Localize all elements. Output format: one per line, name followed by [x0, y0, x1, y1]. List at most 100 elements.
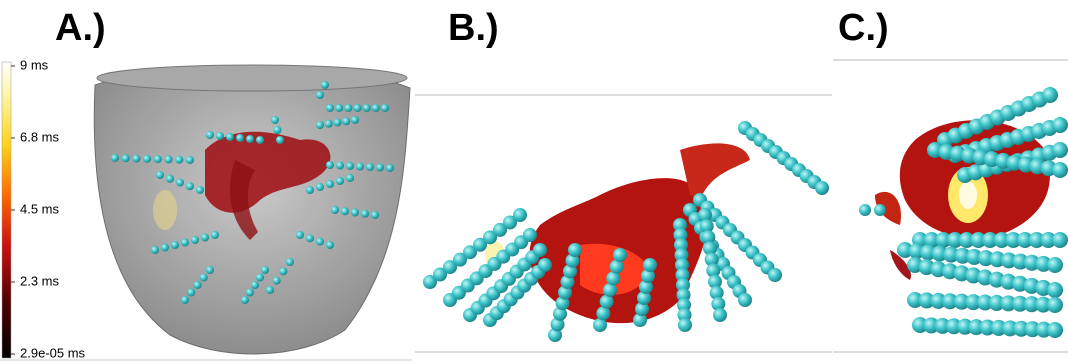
electrode: [201, 234, 209, 242]
colorbar-tick-label: 4.5 ms: [20, 201, 60, 216]
electrode: [279, 267, 287, 275]
electrode: [713, 308, 727, 322]
electrode: [371, 211, 379, 219]
electrode: [246, 289, 254, 297]
electrode: [151, 246, 159, 254]
electrode: [1047, 282, 1063, 298]
electrode: [344, 104, 352, 112]
electrode: [206, 131, 214, 139]
electrode: [363, 104, 371, 112]
electrode: [132, 155, 140, 163]
electrode: [122, 154, 130, 162]
electrode: [251, 281, 259, 289]
electrode: [166, 175, 174, 183]
electrode: [246, 135, 254, 143]
electrode: [346, 174, 354, 182]
electrode: [111, 154, 119, 162]
electrode: [372, 104, 380, 112]
electrode: [266, 286, 274, 294]
electrode: [194, 281, 202, 289]
panel-label: B.): [448, 7, 499, 49]
electrode: [678, 318, 692, 332]
electrode: [815, 181, 829, 195]
electrode: [331, 206, 339, 214]
panel-label: C.): [838, 7, 889, 49]
electrode: [306, 186, 314, 194]
electrode: [175, 156, 183, 164]
electrode: [326, 180, 334, 188]
electrode: [346, 162, 354, 170]
electrode: [271, 116, 279, 124]
electrode: [171, 241, 179, 249]
electrode: [326, 241, 334, 249]
electrode: [181, 239, 189, 247]
electrode: [1047, 322, 1063, 338]
colorbar-tick-label: 2.3 ms: [20, 273, 60, 288]
electrode: [206, 266, 214, 274]
electrode: [1052, 162, 1068, 178]
electrode: [738, 293, 752, 307]
electrode: [176, 179, 184, 187]
electrode: [1052, 232, 1068, 248]
electrode: [1052, 117, 1068, 133]
electrode: [386, 164, 394, 172]
colorbar-tick-label: 2.9e-05 ms: [20, 345, 86, 360]
electrode: [216, 132, 224, 140]
electrode: [513, 208, 527, 222]
electrode: [316, 183, 324, 191]
electrode: [286, 258, 294, 266]
electrode: [334, 119, 342, 127]
electrode: [342, 117, 350, 125]
electrode: [859, 204, 871, 216]
electrode: [274, 126, 282, 134]
electrode: [768, 268, 782, 282]
electrode: [1047, 257, 1063, 273]
electrode: [161, 244, 169, 252]
electrode: [156, 171, 164, 179]
electrode: [316, 238, 324, 246]
electrode: [341, 207, 349, 215]
electrode: [306, 234, 314, 242]
electrode: [186, 182, 194, 190]
electrode: [523, 228, 537, 242]
electrode: [325, 120, 333, 128]
electrode: [326, 104, 334, 112]
electrode: [261, 266, 269, 274]
electrode: [533, 243, 547, 257]
electrode: [143, 155, 151, 163]
electrode: [336, 177, 344, 185]
electrode: [236, 134, 244, 142]
colorbar-tick-label: 9 ms: [20, 57, 49, 72]
electrode: [336, 162, 344, 170]
electrode: [296, 231, 304, 239]
electrode: [643, 258, 657, 272]
electrode: [241, 296, 249, 304]
electrode: [351, 116, 359, 124]
electrode: [366, 163, 374, 171]
electrode: [376, 164, 384, 172]
electrode: [316, 91, 324, 99]
electrode: [276, 136, 284, 144]
electrode: [381, 104, 389, 112]
electrode: [165, 155, 173, 163]
electrode: [256, 136, 264, 144]
electrode: [191, 236, 199, 244]
electrode: [321, 81, 329, 89]
electrode: [256, 274, 264, 282]
electrode: [316, 121, 324, 129]
electrode: [354, 104, 362, 112]
colorbar: [2, 62, 11, 358]
electrode: [874, 204, 886, 216]
electrode: [200, 274, 208, 282]
electrode: [211, 231, 219, 239]
electrode: [335, 104, 343, 112]
panel-label: A.): [55, 7, 106, 49]
electrode: [187, 289, 195, 297]
electrode: [361, 210, 369, 218]
electrode: [226, 133, 234, 141]
colorbar-ticks: 9 ms6.8 ms4.5 ms2.3 ms2.9e-05 ms: [11, 57, 86, 360]
electrode: [326, 161, 334, 169]
electrode: [154, 155, 162, 163]
electrode: [613, 248, 627, 262]
electrode: [273, 277, 281, 285]
